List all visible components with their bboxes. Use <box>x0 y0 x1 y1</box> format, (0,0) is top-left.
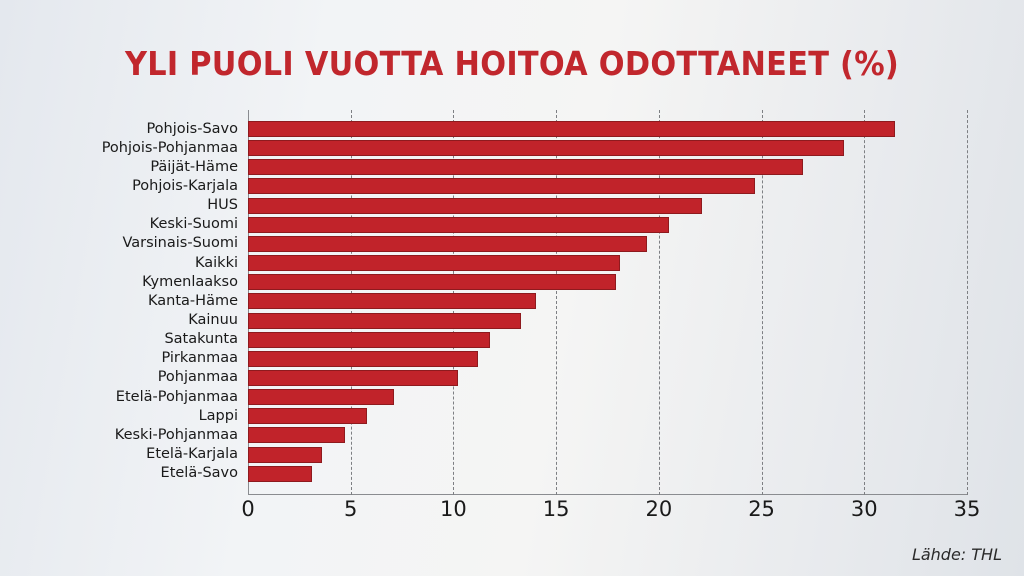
x-axis-line <box>248 494 967 495</box>
bar <box>248 350 479 367</box>
bar <box>248 408 368 425</box>
bar <box>248 331 491 348</box>
category-label: Pohjanmaa <box>157 369 238 386</box>
category-label: HUS <box>207 197 238 214</box>
gridline <box>864 110 866 495</box>
x-tick-label: 0 <box>241 497 255 521</box>
bar <box>248 465 312 482</box>
bar <box>248 121 896 137</box>
bar <box>248 255 620 272</box>
gridline <box>967 110 968 495</box>
x-tick-label: 10 <box>440 497 467 521</box>
category-label: Satakunta <box>164 331 238 348</box>
bar <box>248 446 322 463</box>
category-label: Pohjois-Savo <box>146 120 238 137</box>
category-label: Etelä-Savo <box>160 465 238 482</box>
gridline <box>556 110 558 495</box>
chart-title: YLI PUOLI VUOTTA HOITOA ODOTTANEET (%) <box>124 44 900 83</box>
bar <box>248 427 345 444</box>
x-tick-label: 35 <box>953 497 981 521</box>
bar <box>248 312 522 329</box>
bar <box>248 140 844 157</box>
x-tick-label: 25 <box>748 497 775 521</box>
category-label: Kaikki <box>195 254 238 271</box>
category-label: Keski-Suomi <box>149 216 238 233</box>
category-label: Päijät-Häme <box>150 158 238 175</box>
x-tick-label: 5 <box>344 497 358 521</box>
x-tick-label: 15 <box>542 497 570 521</box>
category-label: Etelä-Pohjanmaa <box>115 388 238 405</box>
x-tick-label: 30 <box>850 497 878 521</box>
category-label: Pirkanmaa <box>161 350 238 367</box>
bar <box>248 369 458 386</box>
category-label: Varsinais-Suomi <box>122 235 238 252</box>
bar <box>248 159 803 176</box>
category-label: Kanta-Häme <box>148 292 238 309</box>
bar <box>248 235 647 252</box>
category-label: Kainuu <box>188 312 238 328</box>
category-label: Keski-Pohjanmaa <box>114 426 238 443</box>
gridline <box>761 110 763 495</box>
gridline <box>658 110 660 495</box>
source-note: Lähde: THL <box>911 545 1002 564</box>
category-label: Lappi <box>198 407 238 424</box>
bar <box>248 197 702 214</box>
bar <box>248 293 536 310</box>
category-label: Etelä-Karjala <box>146 446 238 463</box>
bar <box>248 274 616 291</box>
category-label: Kymenlaakso <box>142 273 238 290</box>
plot-area <box>248 110 968 495</box>
bar <box>248 216 670 233</box>
x-tick-label: 20 <box>645 497 673 521</box>
bar <box>248 178 756 195</box>
bar <box>248 389 394 406</box>
category-label: Pohjois-Karjala <box>132 177 238 194</box>
category-label: Pohjois-Pohjanmaa <box>101 139 238 156</box>
